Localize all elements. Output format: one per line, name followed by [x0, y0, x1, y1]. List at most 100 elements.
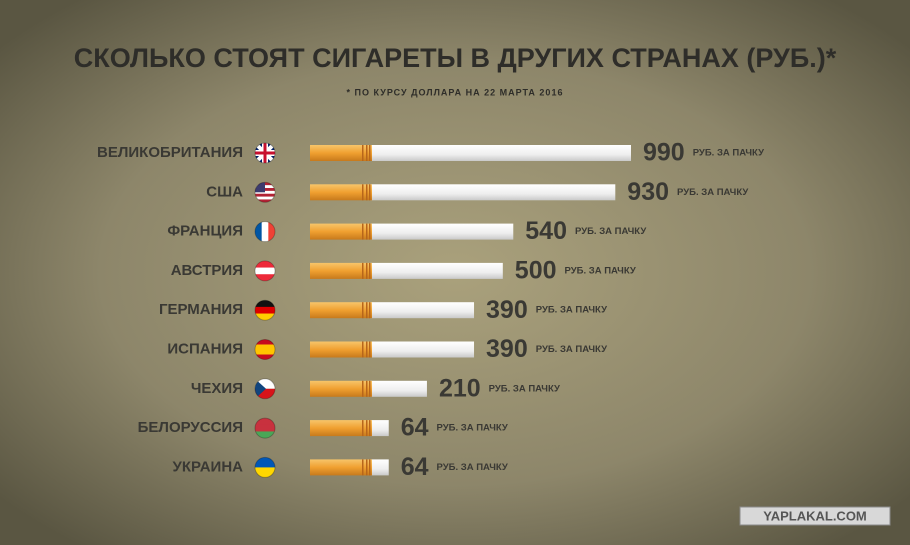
cigarette-filter	[310, 145, 372, 161]
flag-body	[255, 221, 275, 242]
flag-body	[255, 418, 275, 439]
cigarette-filter	[310, 380, 372, 397]
filter-ring	[362, 459, 364, 476]
flag-part	[255, 424, 275, 432]
unit-label: РУБ. ЗА ПАЧКУ	[575, 226, 646, 237]
category-label: ВЕЛИКОБРИТАНИЯ	[97, 144, 243, 161]
cigarette-paper	[370, 262, 503, 279]
filter-ring	[369, 145, 371, 161]
flag-rim	[254, 456, 276, 478]
watermark-box	[739, 506, 891, 526]
flag-part	[268, 221, 275, 242]
bar	[310, 184, 616, 201]
filter-ring	[362, 341, 364, 358]
cigarette-paper	[370, 420, 389, 437]
cigarette-paper	[370, 302, 475, 319]
filter-ring	[369, 341, 371, 358]
filter-ring	[369, 380, 371, 397]
chart-subtitle: * ПО КУРСУ ДОЛЛАРА НА 22 МАРТА 2016	[347, 87, 564, 97]
filter-ring	[366, 380, 368, 397]
cigarette-filter	[310, 459, 372, 476]
filter-ring	[366, 145, 368, 161]
bar	[310, 145, 631, 161]
bar	[310, 459, 389, 476]
flag-part	[255, 354, 275, 360]
filter-ring	[369, 223, 371, 240]
flag-part	[255, 193, 275, 197]
unit-label: РУБ. ЗА ПАЧКУ	[677, 187, 748, 198]
flag-part	[255, 300, 275, 308]
value-label: 540	[525, 217, 567, 245]
filter-ring	[362, 145, 364, 161]
flag-part	[255, 457, 275, 468]
flag-rim	[254, 181, 276, 203]
bar	[310, 420, 389, 437]
value-label: 64	[401, 453, 429, 481]
flag-body	[255, 260, 275, 281]
unit-label: РУБ. ЗА ПАЧКУ	[693, 148, 764, 159]
flag-rim	[254, 221, 276, 243]
value-label: 390	[486, 296, 528, 324]
flag-part	[261, 221, 269, 242]
category-label: ФРАНЦИЯ	[167, 223, 243, 240]
flag-part	[255, 344, 275, 350]
flag-part	[255, 349, 275, 355]
filter-ring	[366, 302, 368, 319]
flag-part	[255, 313, 275, 321]
value-label: 500	[515, 257, 557, 285]
category-label: ЧЕХИЯ	[191, 380, 243, 397]
flag-body	[255, 378, 275, 399]
flag-part	[255, 267, 275, 275]
flag-rim	[254, 142, 276, 164]
flag	[254, 378, 276, 400]
value-label: 210	[439, 374, 481, 402]
flag	[254, 339, 276, 360]
flag-part	[255, 378, 275, 389]
filter-ring	[362, 380, 364, 397]
flag	[254, 260, 276, 282]
flag-part	[255, 339, 275, 345]
value-label: 990	[643, 139, 685, 167]
cigarette-paper	[370, 380, 427, 397]
value-label: 930	[627, 178, 669, 206]
flag-rim	[254, 299, 276, 321]
flag-rim	[254, 260, 276, 282]
cigarette-filter	[310, 341, 372, 358]
filter-ring	[369, 262, 371, 279]
category-label: АВСТРИЯ	[171, 262, 243, 279]
flag-part	[255, 199, 275, 203]
cigarette-paper	[370, 341, 475, 358]
flag-part	[255, 306, 275, 314]
flag-part	[255, 274, 275, 281]
flag-part	[255, 467, 275, 478]
category-label: УКРАИНА	[173, 458, 244, 475]
flag-body	[255, 457, 275, 478]
unit-label: РУБ. ЗА ПАЧКУ	[536, 344, 607, 355]
flag-part	[255, 196, 275, 200]
cigarette-filter	[310, 184, 372, 201]
filter-ring	[369, 302, 371, 319]
flag-part	[255, 431, 275, 439]
filter-ring	[362, 262, 364, 279]
cigarette-paper	[370, 145, 631, 161]
filter-ring	[362, 420, 364, 437]
bar	[310, 341, 475, 358]
flag	[254, 417, 276, 439]
flag-part	[255, 418, 275, 426]
flag-part	[255, 221, 262, 242]
filter-ring	[369, 459, 371, 476]
bar	[310, 380, 427, 397]
flag-part	[255, 378, 266, 399]
filter-ring	[366, 420, 368, 437]
flag-body	[255, 143, 275, 163]
filter-ring	[362, 302, 364, 319]
flag	[254, 221, 276, 243]
chart-title: СКОЛЬКО СТОЯТ СИГАРЕТЫ В ДРУГИХ СТРАНАХ …	[74, 43, 837, 73]
category-label: БЕЛОРУССИЯ	[138, 419, 243, 436]
filter-ring	[366, 223, 368, 240]
cigarette-filter	[310, 420, 372, 437]
flag	[254, 299, 276, 321]
flag	[254, 456, 276, 478]
flag	[254, 142, 276, 164]
